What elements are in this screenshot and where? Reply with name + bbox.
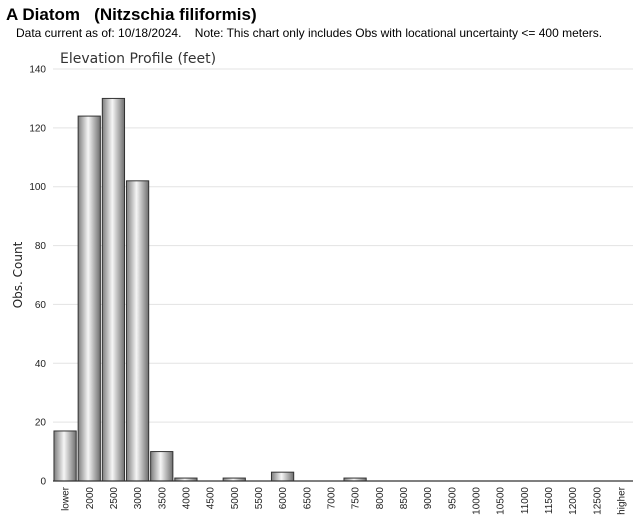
- x-tick-label: 6500: [302, 487, 313, 510]
- y-tick-label: 120: [29, 123, 46, 134]
- bar-3500: [150, 451, 174, 482]
- x-tick-label: 8000: [375, 487, 386, 510]
- y-tick-label: 60: [35, 300, 47, 311]
- x-tick-label: 10500: [496, 487, 507, 515]
- y-tick-label: 20: [35, 418, 47, 429]
- page-title: A Diatom (Nitzschia filiformis): [6, 5, 257, 24]
- y-tick-label: 0: [40, 477, 46, 488]
- axes: 0 20 40 60 80 100 120 140 lower 2000 2500 3000 3500 4…: [29, 65, 633, 515]
- chart-title: Elevation Profile (feet): [60, 51, 216, 67]
- y-axis-title: Obs. Count: [11, 241, 25, 308]
- x-tick-label: 9000: [423, 487, 434, 510]
- x-tick-label: higher: [616, 486, 627, 514]
- x-tick-label: 3500: [157, 487, 168, 510]
- x-tick-label: 2500: [109, 487, 120, 510]
- x-tick-label: 2000: [85, 487, 96, 510]
- bar-2000: [77, 115, 101, 482]
- x-tick-label: 12000: [568, 487, 579, 515]
- x-tick-label: 3000: [133, 487, 144, 510]
- x-tick-label: 7000: [326, 487, 337, 510]
- data-note: Data current as of: 10/18/2024. Note: Th…: [16, 26, 603, 40]
- x-tick-label: 8500: [399, 487, 410, 510]
- bar-3000: [125, 180, 150, 482]
- x-tick-label: lower: [61, 486, 72, 511]
- y-tick-label: 80: [35, 241, 47, 252]
- x-tick-label: 12500: [592, 487, 603, 515]
- y-tick-label: 140: [29, 65, 46, 76]
- x-tick-label: 10000: [471, 487, 482, 515]
- bar-2500: [101, 97, 126, 482]
- bars: [53, 97, 367, 482]
- x-tick-label: 9500: [447, 487, 458, 510]
- x-tick-label: 11000: [520, 487, 531, 515]
- y-tick-label: 40: [35, 359, 47, 370]
- x-tick-label: 7500: [351, 487, 362, 510]
- x-tick-label: 11500: [544, 487, 555, 515]
- gridlines: [53, 68, 633, 423]
- x-tick-label: 4500: [206, 487, 217, 510]
- x-tick-label: 6000: [278, 487, 289, 510]
- x-tick-label: 5500: [254, 487, 265, 510]
- x-tick-label: 5000: [230, 487, 241, 510]
- y-tick-label: 100: [29, 182, 46, 193]
- bar-6000: [270, 471, 295, 482]
- x-tick-label: 4000: [181, 487, 192, 510]
- bar-lower: [53, 430, 77, 482]
